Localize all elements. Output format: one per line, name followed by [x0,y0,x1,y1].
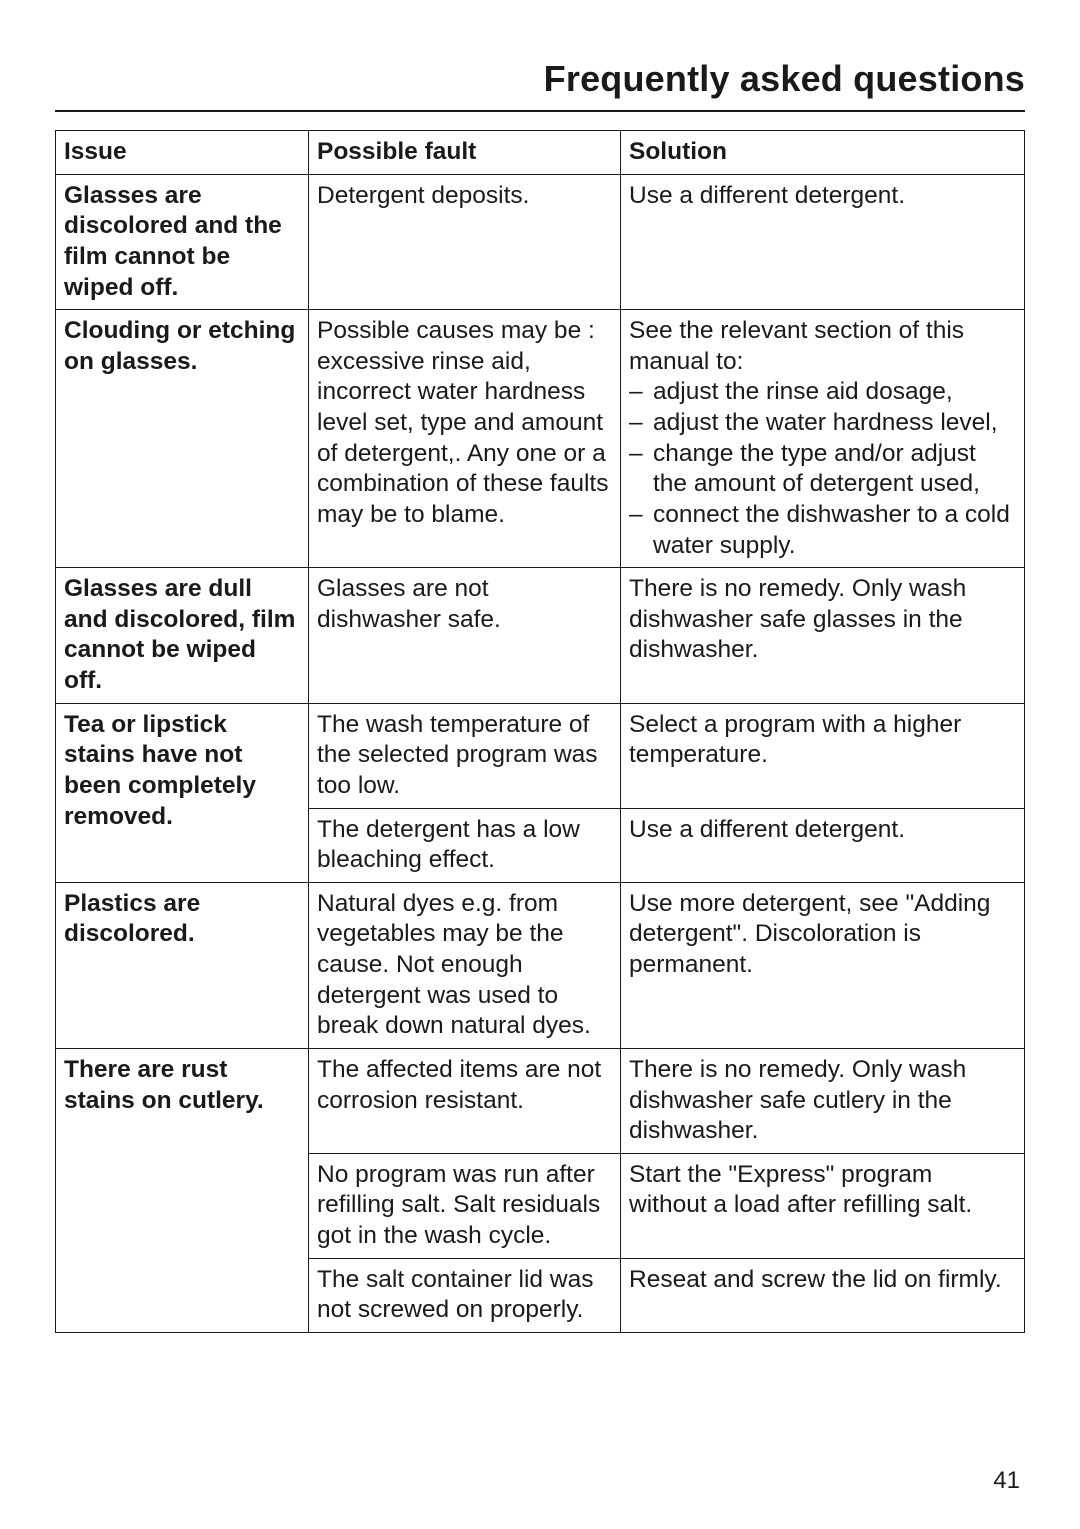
solution-cell: Use more detergent, see "Adding detergen… [621,882,1025,1048]
page-number: 41 [993,1467,1020,1495]
col-fault-header: Possible fault [309,131,621,175]
solution-cell: See the relevant section of this manual … [621,310,1025,568]
issue-cell: Glasses are discolored and the film cann… [56,174,309,310]
list-item-text: change the type and/or adjust the amount… [653,439,1016,500]
solution-cell: Reseat and screw the lid on firmly. [621,1258,1025,1332]
fault-cell: The affected items are not corrosion res… [309,1048,621,1153]
list-item: –change the type and/or adjust the amoun… [629,439,1016,500]
fault-cell: Natural dyes e.g. from vegetables may be… [309,882,621,1048]
dash-icon: – [629,408,643,439]
table-row: Plastics are discolored.Natural dyes e.g… [56,882,1025,1048]
table-row: Glasses are discolored and the film cann… [56,174,1025,310]
title-divider [55,110,1025,112]
faq-table-head: Issue Possible fault Solution [56,131,1025,175]
fault-cell: Glasses are not dishwasher safe. [309,568,621,704]
list-item-text: connect the dishwasher to a cold water s… [653,500,1016,561]
dash-icon: – [629,377,643,408]
solution-cell: Use a different detergent. [621,808,1025,882]
issue-cell: Tea or lipstick stains have not been com… [56,703,309,882]
issue-cell: Glasses are dull and discolored, film ca… [56,568,309,704]
solution-list: –adjust the rinse aid dosage,–adjust the… [629,377,1016,561]
fault-cell: Detergent deposits. [309,174,621,310]
table-row: Tea or lipstick stains have not been com… [56,703,1025,808]
solution-cell: Start the "Express" program without a lo… [621,1153,1025,1258]
list-item: –connect the dishwasher to a cold water … [629,500,1016,561]
faq-table-body: Glasses are discolored and the film cann… [56,174,1025,1332]
page: Frequently asked questions Issue Possibl… [0,0,1080,1529]
list-item: –adjust the water hardness level, [629,408,1016,439]
fault-cell: The wash temperature of the selected pro… [309,703,621,808]
table-row: Clouding or etching on glasses.Possible … [56,310,1025,568]
list-item-text: adjust the rinse aid dosage, [653,377,1016,408]
issue-cell: Plastics are discolored. [56,882,309,1048]
col-issue-header: Issue [56,131,309,175]
solution-cell: There is no remedy. Only wash dishwasher… [621,1048,1025,1153]
fault-cell: The detergent has a low bleaching effect… [309,808,621,882]
issue-cell: There are rust stains on cutlery. [56,1048,309,1332]
table-row: Glasses are dull and discolored, film ca… [56,568,1025,704]
fault-cell: No program was run after refilling salt.… [309,1153,621,1258]
page-title: Frequently asked questions [55,58,1025,100]
col-solution-header: Solution [621,131,1025,175]
faq-table: Issue Possible fault Solution Glasses ar… [55,130,1025,1333]
solution-lead: See the relevant section of this manual … [629,316,1016,377]
fault-cell: Possible causes may be : excessive rinse… [309,310,621,568]
table-row: There are rust stains on cutlery.The aff… [56,1048,1025,1153]
dash-icon: – [629,500,643,531]
solution-cell: There is no remedy. Only wash dishwasher… [621,568,1025,704]
solution-cell: Select a program with a higher temperatu… [621,703,1025,808]
list-item-text: adjust the water hardness level, [653,408,1016,439]
dash-icon: – [629,439,643,470]
issue-cell: Clouding or etching on glasses. [56,310,309,568]
list-item: –adjust the rinse aid dosage, [629,377,1016,408]
solution-cell: Use a different detergent. [621,174,1025,310]
fault-cell: The salt container lid was not screwed o… [309,1258,621,1332]
